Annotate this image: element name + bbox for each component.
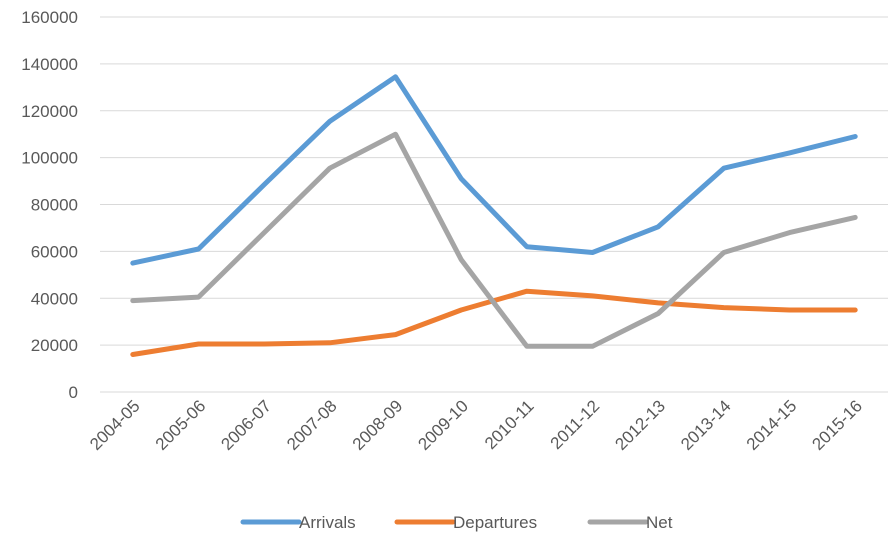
x-tick-label: 2010-11 xyxy=(481,396,538,453)
x-tick-label: 2009-10 xyxy=(414,396,472,454)
y-axis-tick-labels: 0 20000 40000 60000 80000 100000 120000 140000 1… xyxy=(21,8,78,402)
x-tick-label: 2004-05 xyxy=(86,396,144,454)
series-line-arrivals xyxy=(130,74,858,266)
y-tick-label: 120000 xyxy=(21,102,78,121)
legend-label: Arrivals xyxy=(299,513,356,532)
y-tick-label: 40000 xyxy=(31,289,78,308)
x-tick-label: 2008-09 xyxy=(349,396,407,454)
x-tick-label: 2014-15 xyxy=(743,396,801,454)
gridlines xyxy=(100,16,888,393)
x-tick-label: 2007-08 xyxy=(283,396,341,454)
x-tick-label: 2006-07 xyxy=(217,396,275,454)
x-tick-label: 2005-06 xyxy=(152,396,210,454)
y-tick-label: 0 xyxy=(69,383,78,402)
legend: Arrivals Departures Net xyxy=(240,513,673,532)
y-tick-label: 140000 xyxy=(21,55,78,74)
y-tick-label: 20000 xyxy=(31,336,78,355)
y-tick-label: 160000 xyxy=(21,8,78,27)
x-tick-label: 2011-12 xyxy=(547,396,604,453)
y-tick-label: 80000 xyxy=(31,196,78,215)
x-tick-label: 2012-13 xyxy=(611,396,669,454)
legend-label: Net xyxy=(646,513,673,532)
y-tick-label: 100000 xyxy=(21,149,78,168)
x-tick-label: 2013-14 xyxy=(677,396,735,454)
series-lines xyxy=(130,74,858,357)
series-line-net xyxy=(130,131,858,349)
legend-label: Departures xyxy=(453,513,537,532)
x-tick-label: 2015-16 xyxy=(808,396,866,454)
y-tick-label: 60000 xyxy=(31,242,78,261)
x-axis-tick-labels: 2004-05 2005-06 2006-07 2007-08 2008-09 2009-… xyxy=(86,396,866,454)
